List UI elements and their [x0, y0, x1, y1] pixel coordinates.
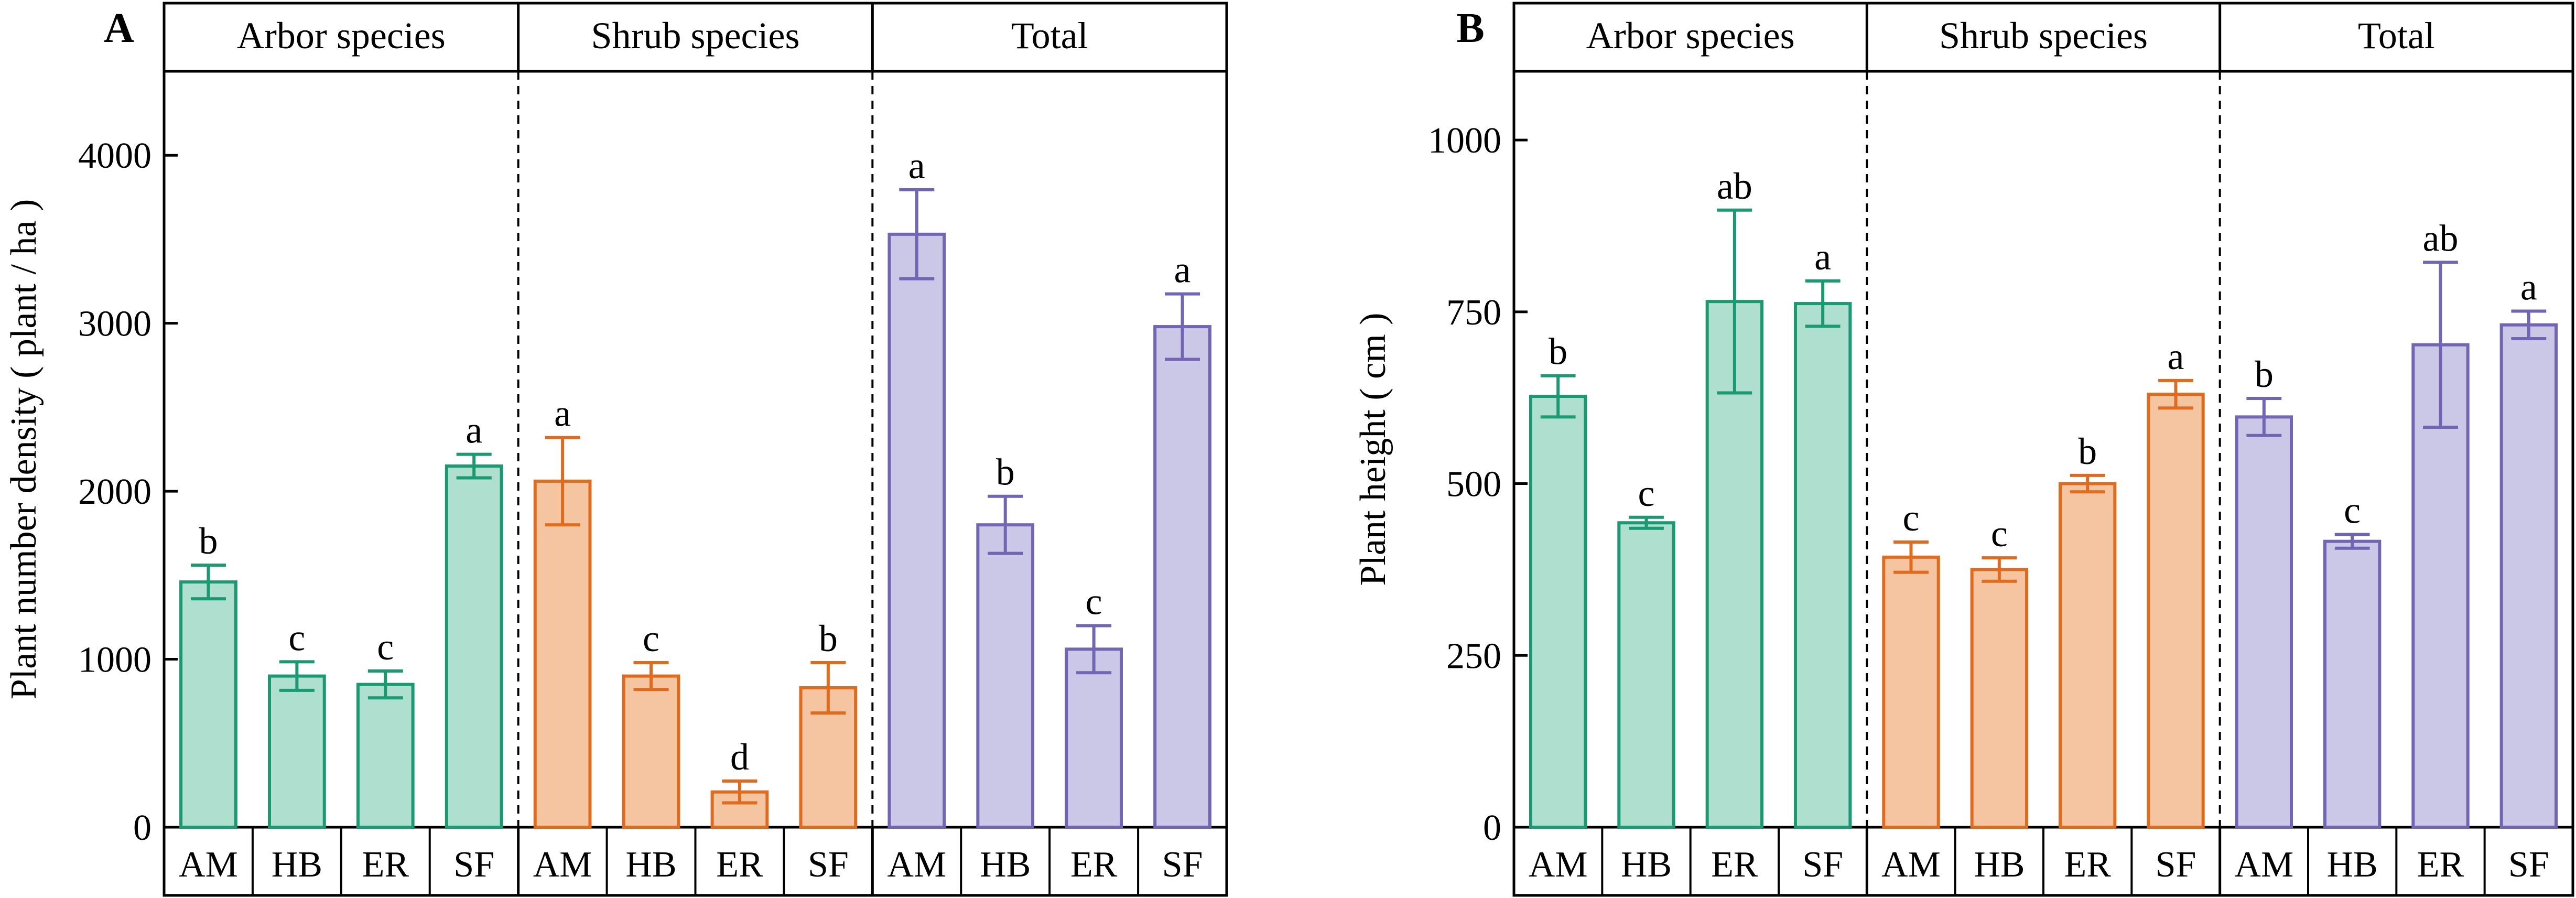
bar — [1970, 568, 2029, 829]
x-category-label: ER — [2417, 845, 2464, 885]
x-category-label: AM — [2234, 845, 2293, 885]
y-tick-label: 3000 — [78, 304, 151, 344]
significance-letter: a — [554, 393, 571, 435]
x-category-label: HB — [625, 845, 676, 885]
bar — [2147, 393, 2205, 829]
x-category-label: HB — [2327, 845, 2378, 885]
bar — [356, 683, 415, 829]
significance-letter: c — [288, 616, 305, 658]
bar — [1882, 555, 1940, 829]
group-header-label: Total — [1011, 15, 1088, 57]
y-axis-label: Plant number density ( plant / ha ) — [4, 199, 44, 700]
y-tick-label: 250 — [1446, 636, 1501, 676]
group-header-label: Shrub species — [1939, 15, 2148, 57]
x-category-label: HB — [980, 845, 1031, 885]
bar — [1793, 302, 1852, 829]
group-header-label: Arbor species — [237, 15, 446, 57]
y-tick-label: 0 — [1483, 808, 1501, 848]
x-category-label: HB — [1974, 845, 2025, 885]
x-category-label: ER — [716, 845, 763, 885]
x-category-label: ER — [2064, 845, 2111, 885]
x-category-label: AM — [1529, 845, 1588, 885]
significance-letter: ab — [2423, 217, 2459, 259]
x-category-label: HB — [272, 845, 322, 885]
y-tick-label: 1000 — [78, 640, 151, 680]
significance-letter: c — [1638, 472, 1655, 514]
bar — [445, 464, 503, 829]
y-axis-label: Plant height ( cm ) — [1353, 312, 1393, 586]
x-category-label: SF — [2156, 845, 2196, 885]
bar — [1153, 325, 1211, 829]
bar — [1065, 647, 1123, 829]
y-tick-label: 500 — [1446, 464, 1501, 505]
x-category-label: SF — [453, 845, 494, 885]
y-tick-label: 4000 — [78, 136, 151, 176]
bar — [268, 674, 326, 829]
significance-letter: a — [1174, 249, 1191, 291]
y-tick-label: 0 — [133, 808, 151, 848]
group-header-label: Total — [2358, 15, 2435, 57]
group-header-label: Shrub species — [591, 15, 800, 57]
significance-letter: c — [1086, 580, 1102, 622]
panel-label: A — [104, 5, 134, 51]
significance-letter: a — [1814, 236, 1831, 278]
x-category-label: AM — [887, 845, 946, 885]
x-category-label: ER — [362, 845, 409, 885]
x-category-label: SF — [1162, 845, 1203, 885]
x-category-label: AM — [179, 845, 238, 885]
bar — [179, 580, 237, 829]
significance-letter: a — [2168, 336, 2184, 377]
significance-letter: b — [199, 520, 218, 562]
significance-letter: c — [643, 618, 659, 659]
significance-letter: ab — [1717, 165, 1752, 207]
bar — [533, 479, 592, 829]
significance-letter: b — [819, 618, 838, 659]
significance-letter: a — [2520, 266, 2537, 308]
bar — [2499, 323, 2558, 829]
bar — [976, 523, 1035, 829]
significance-letter: d — [730, 736, 749, 778]
x-category-label: SF — [2508, 845, 2549, 885]
significance-letter: c — [377, 626, 394, 668]
bar — [2058, 482, 2117, 829]
bar — [1529, 395, 1587, 829]
y-tick-label: 2000 — [78, 472, 151, 512]
bar — [622, 674, 680, 829]
significance-letter: b — [2078, 430, 2097, 472]
x-category-label: SF — [808, 845, 849, 885]
x-category-label: ER — [1711, 845, 1758, 885]
significance-letter: b — [996, 451, 1015, 493]
significance-letter: a — [908, 145, 925, 187]
bar — [2235, 415, 2293, 829]
significance-letter: c — [1903, 497, 1920, 539]
x-category-label: AM — [533, 845, 592, 885]
x-category-label: AM — [1881, 845, 1941, 885]
bar — [887, 232, 946, 829]
significance-letter: c — [2344, 490, 2361, 532]
x-category-label: SF — [1802, 845, 1843, 885]
significance-letter: b — [1549, 331, 1567, 373]
y-tick-label: 750 — [1446, 293, 1501, 333]
x-category-label: ER — [1070, 845, 1118, 885]
x-category-label: HB — [1621, 845, 1672, 885]
bar — [2323, 539, 2382, 829]
significance-letter: b — [2255, 353, 2274, 395]
panel-a: A 0 1000 2000 3000 4000 Plant number density (… — [4, 2, 1228, 897]
significance-letter: c — [1991, 513, 2008, 555]
group-header-label: Arbor species — [1586, 15, 1795, 57]
bar — [1617, 521, 1675, 829]
panel-label: B — [1456, 5, 1484, 51]
panel-b: B 0 250 500 750 1000 Plant height ( cm ) Arbor … — [1353, 2, 2574, 897]
significance-letter: a — [466, 409, 482, 451]
y-tick-label: 1000 — [1428, 121, 1501, 161]
